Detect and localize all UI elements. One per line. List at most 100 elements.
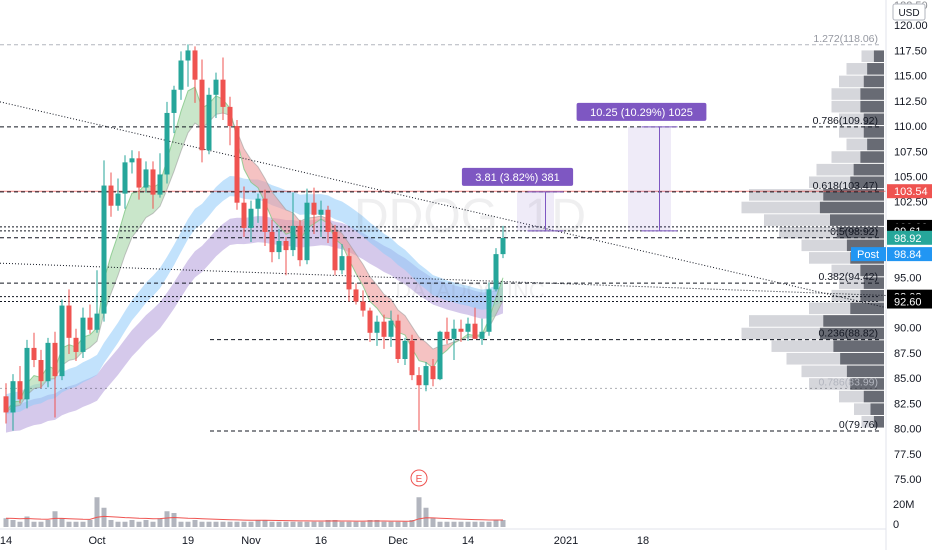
candle-body xyxy=(353,289,359,302)
volume-bar xyxy=(164,511,170,527)
volume-profile-bar xyxy=(741,327,820,340)
volume-bar xyxy=(416,497,422,527)
volume-bar xyxy=(325,520,331,527)
volume-bar xyxy=(234,521,240,527)
measure-label: 10.25 (10.29%) 1025 xyxy=(590,107,693,119)
volume-bar xyxy=(59,518,65,527)
volume-profile-bar xyxy=(823,315,884,327)
time-tick-label: Dec xyxy=(388,535,408,547)
candle-body xyxy=(227,106,233,127)
candle-body xyxy=(269,231,275,253)
volume-profile-bar xyxy=(860,151,884,163)
price-label-tag-box xyxy=(851,247,886,262)
candle-body xyxy=(500,237,506,255)
price-label-tag: Post xyxy=(857,249,879,261)
volume-bar xyxy=(129,520,135,527)
candle-body xyxy=(409,340,415,376)
cloud-segment xyxy=(349,243,356,274)
candle-body xyxy=(59,305,65,377)
volume-tick-label: 0 xyxy=(893,519,899,531)
volume-profile-bar xyxy=(779,226,837,239)
candle-body xyxy=(234,126,240,203)
candle-body xyxy=(262,198,268,232)
candle-body xyxy=(255,198,261,209)
watermark-name: DATADOG INC xyxy=(395,278,545,303)
volume-pane: E xyxy=(3,469,506,527)
candle-body xyxy=(311,202,317,215)
price-tick-label: 80.00 xyxy=(894,424,922,436)
volume-bar xyxy=(388,521,394,527)
cloud-segment xyxy=(419,337,426,363)
candle-body xyxy=(185,50,191,61)
volume-profile-bar xyxy=(860,264,884,277)
volume-bar xyxy=(318,521,324,527)
price-tick-label: 77.50 xyxy=(894,449,922,461)
currency-label[interactable]: USD xyxy=(892,3,926,21)
price-label-text: 92.60 xyxy=(894,297,922,309)
currency-text: USD xyxy=(898,8,919,19)
volume-profile-bar xyxy=(860,100,884,113)
volume-profile-bar xyxy=(850,378,884,390)
volume-ma-line xyxy=(5,515,504,522)
price-tick-label: 102.50 xyxy=(894,197,928,209)
time-tick-label: 14 xyxy=(0,535,12,547)
candle-body xyxy=(52,342,58,377)
volume-profile xyxy=(741,50,884,428)
volume-bar xyxy=(101,507,107,527)
cloud-segment xyxy=(279,200,286,235)
volume-profile-bar xyxy=(830,214,884,226)
volume-profile-bar xyxy=(839,277,864,289)
price-label-text: 98.84 xyxy=(894,249,922,261)
price-tick-label: 90.00 xyxy=(894,323,922,335)
drawing-lines xyxy=(0,44,887,432)
volume-bar xyxy=(395,521,401,527)
volume-bar xyxy=(73,521,79,527)
candle-body xyxy=(150,169,156,195)
volume-profile-bar xyxy=(867,138,884,151)
measure-box xyxy=(628,126,671,231)
candle-body xyxy=(388,320,394,337)
volume-bar xyxy=(178,521,184,527)
volume-bar xyxy=(269,521,275,527)
cloud-segment xyxy=(496,277,503,315)
volume-bar xyxy=(374,520,380,527)
candle-body xyxy=(290,225,296,251)
fib-level-label: 0.5(98.92) xyxy=(830,226,878,238)
price-label-box xyxy=(887,230,932,245)
time-axis[interactable]: 14 Oct 19 Nov 16 Dec 14 2021 18 xyxy=(0,528,886,547)
cloud-segment xyxy=(174,111,181,172)
candle-body xyxy=(38,360,44,382)
cloud-segment xyxy=(272,191,279,227)
volume-bar xyxy=(311,521,317,527)
volume-profile-bar xyxy=(861,50,874,63)
volume-profile-bar xyxy=(863,277,884,289)
price-tick-label: 117.50 xyxy=(894,45,927,57)
slow-ema-line xyxy=(5,112,504,413)
candle-body xyxy=(437,331,443,380)
candle-body xyxy=(276,241,282,253)
volume-bar xyxy=(192,520,198,527)
volume-profile-bar xyxy=(786,352,841,365)
candles xyxy=(3,44,506,431)
candle-body xyxy=(283,241,289,251)
volume-bar xyxy=(444,521,450,527)
volume-profile-bar xyxy=(816,163,854,176)
volume-bar xyxy=(199,521,205,527)
volume-profile-bar xyxy=(741,201,820,214)
candle-body xyxy=(213,79,219,95)
volume-bar xyxy=(458,521,464,527)
blue-ribbon xyxy=(6,175,503,415)
volume-bar xyxy=(157,518,163,527)
price-label-box xyxy=(887,184,932,199)
candle-body xyxy=(199,79,205,151)
volume-profile-bar xyxy=(831,100,861,113)
price-tick-label: 87.50 xyxy=(894,348,922,360)
price-axis[interactable]: 120.00 117.50 115.00 112.50 110.00 107.50 105.… xyxy=(885,0,932,550)
candle-body xyxy=(304,202,310,261)
volume-bar xyxy=(402,521,408,527)
candle-body xyxy=(45,342,51,382)
candle-body xyxy=(374,321,380,333)
cloud-segment xyxy=(314,216,321,224)
volume-bar xyxy=(290,521,296,527)
